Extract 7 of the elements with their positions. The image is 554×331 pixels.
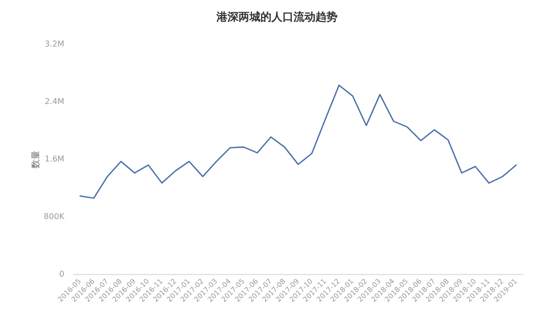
y-tick-label: 2.4M [44, 96, 64, 106]
y-tick-label: 1.6M [44, 154, 64, 164]
chart-title: 港深两城的人口流动趋势 [216, 10, 338, 24]
y-tick-label: 0 [59, 269, 64, 278]
y-tick-label: 3.2M [44, 39, 64, 48]
y-tick-label: 800K [44, 212, 66, 221]
y-axis-title: 数量 [30, 150, 42, 168]
